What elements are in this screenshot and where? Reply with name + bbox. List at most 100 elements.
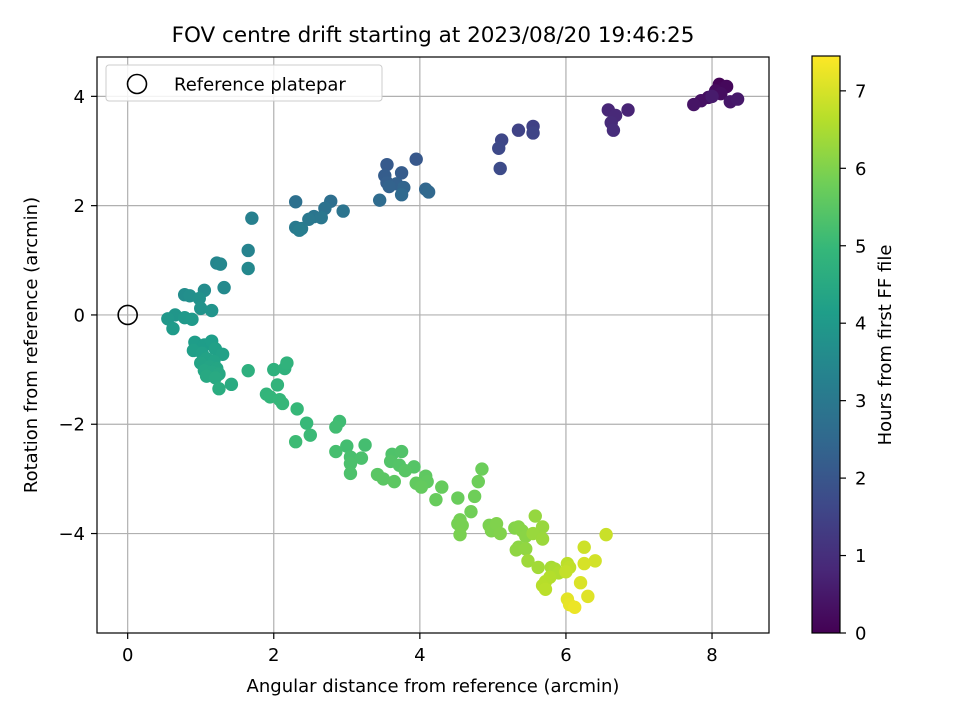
- data-point: [208, 371, 223, 385]
- data-point: [166, 321, 180, 336]
- data-point: [288, 435, 303, 449]
- y-tick-label: −2: [58, 415, 85, 436]
- data-point: [372, 193, 387, 207]
- data-point: [429, 492, 443, 507]
- legend-box: [105, 64, 383, 102]
- y-tick-label: 0: [74, 305, 85, 326]
- data-points: [161, 77, 745, 615]
- data-point: [409, 152, 423, 166]
- data-point: [538, 582, 553, 596]
- data-point: [687, 97, 701, 112]
- data-point: [421, 185, 436, 199]
- data-point: [599, 527, 613, 542]
- colorbar-tick-label: 6: [855, 159, 866, 180]
- data-point: [588, 554, 602, 568]
- colorbar-tick-label: 7: [855, 81, 866, 102]
- data-point: [394, 444, 409, 459]
- data-point: [241, 363, 255, 378]
- data-point: [606, 123, 621, 137]
- data-point: [343, 466, 358, 481]
- data-point: [559, 565, 573, 579]
- data-point: [535, 532, 550, 546]
- data-point: [394, 166, 409, 180]
- data-point: [267, 362, 281, 377]
- data-point: [245, 211, 259, 225]
- data-point: [343, 456, 358, 471]
- colorbar-ticks: 0 1 2 3 4 5 6 7: [840, 81, 866, 645]
- data-point: [299, 416, 314, 430]
- data-point: [511, 123, 526, 137]
- data-point: [204, 303, 219, 318]
- x-axis-label: Angular distance from reference (arcmin): [247, 676, 620, 697]
- data-point: [464, 504, 478, 519]
- data-point: [573, 576, 588, 590]
- data-point: [531, 560, 545, 575]
- data-point: [453, 527, 467, 542]
- data-point: [577, 540, 591, 554]
- data-point: [730, 92, 745, 106]
- data-point: [376, 472, 391, 486]
- colorbar-tick-label: 0: [855, 624, 866, 645]
- colorbar-tick-label: 3: [855, 391, 866, 412]
- data-point: [382, 179, 396, 194]
- data-point: [581, 589, 595, 604]
- data-point: [380, 157, 394, 172]
- data-point: [213, 257, 228, 271]
- data-point: [358, 438, 372, 452]
- data-point: [528, 509, 542, 523]
- chart-title: FOV centre drift starting at 2023/08/20 …: [172, 23, 695, 48]
- data-point: [577, 556, 591, 571]
- data-point: [354, 451, 369, 465]
- data-point: [314, 210, 328, 225]
- data-point: [387, 474, 401, 489]
- data-point: [292, 223, 307, 237]
- data-point: [329, 444, 343, 459]
- y-axis-label: Rotation from reference (arcmin): [21, 197, 42, 493]
- x-tick-label: 4: [414, 645, 425, 666]
- data-point: [414, 480, 429, 494]
- x-tick-label: 0: [122, 645, 133, 666]
- y-tick-label: 4: [74, 87, 85, 108]
- data-point: [336, 204, 350, 218]
- data-point: [185, 312, 199, 327]
- data-point: [241, 243, 255, 258]
- data-point: [270, 378, 285, 392]
- colorbar-tick-label: 5: [855, 236, 866, 257]
- axes-frame: [96, 56, 770, 634]
- data-point: [535, 520, 550, 534]
- data-point: [275, 396, 290, 411]
- data-point: [526, 126, 540, 140]
- data-point: [471, 474, 485, 489]
- data-point: [224, 377, 239, 392]
- colorbar-tick-label: 1: [855, 546, 866, 567]
- x-axis-ticks: 0 2 4 6 8: [122, 633, 718, 666]
- colorbar-gradient: [811, 55, 841, 634]
- data-point: [161, 312, 175, 326]
- y-tick-label: −4: [58, 524, 85, 545]
- colorbar-tick-label: 2: [855, 469, 866, 490]
- data-point: [475, 462, 489, 476]
- colorbar-tick-label: 4: [855, 314, 866, 335]
- x-tick-label: 6: [560, 645, 571, 666]
- data-point: [493, 526, 507, 541]
- y-tick-label: 2: [74, 196, 85, 217]
- data-point: [290, 402, 304, 416]
- data-point: [303, 428, 317, 442]
- data-point: [705, 89, 719, 104]
- data-point: [241, 261, 255, 276]
- data-point: [194, 301, 208, 316]
- legend: Reference platepar: [105, 64, 383, 102]
- y-axis-ticks: 4 2 0 −2 −4: [58, 87, 97, 545]
- data-point: [280, 356, 294, 370]
- data-point: [435, 480, 449, 494]
- data-point: [340, 439, 354, 453]
- legend-label: Reference platepar: [174, 75, 346, 96]
- plot-area: 0 2 4 6 8 4 2 0 −2 −4: [58, 56, 770, 666]
- data-point: [394, 188, 409, 202]
- data-point: [212, 382, 226, 396]
- data-point: [329, 420, 343, 434]
- legend-marker-icon: [126, 73, 148, 95]
- data-point: [492, 141, 506, 155]
- data-point: [521, 554, 535, 568]
